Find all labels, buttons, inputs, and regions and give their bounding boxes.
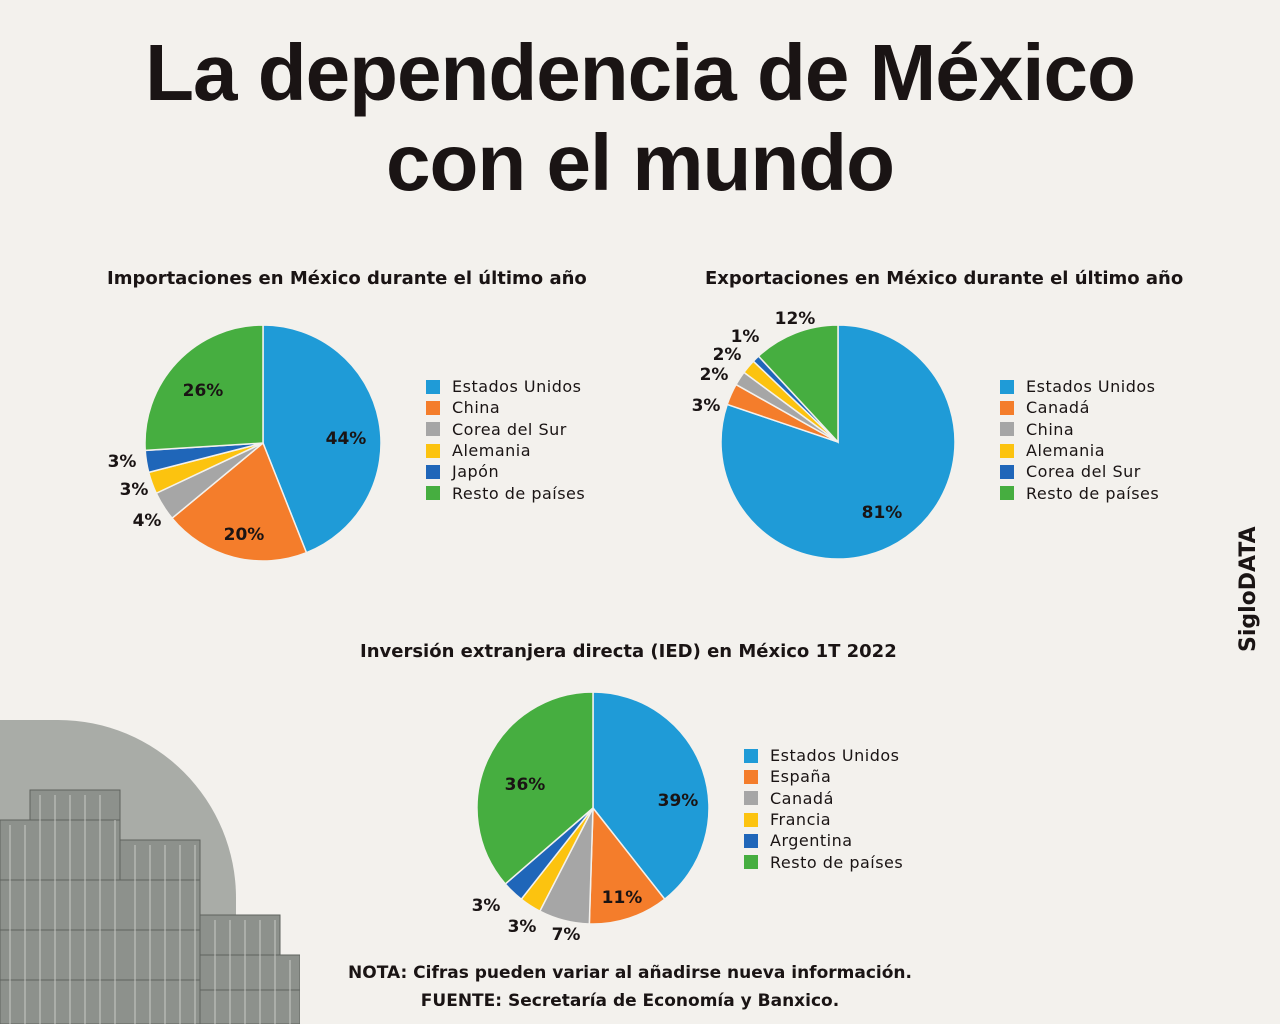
legend-swatch bbox=[744, 748, 758, 763]
chart-title-imports: Importaciones en México durante el últim… bbox=[107, 268, 587, 289]
legend-swatch bbox=[426, 422, 440, 437]
legend-item: Francia bbox=[744, 809, 903, 830]
legend-item: Corea del Sur bbox=[1000, 461, 1159, 482]
legend-item: España bbox=[744, 766, 903, 787]
source-text: FUENTE: Secretaría de Economía y Banxico… bbox=[420, 991, 840, 1011]
data-label: 4% bbox=[133, 511, 162, 531]
data-label: 3% bbox=[508, 917, 537, 937]
legend-item: China bbox=[426, 397, 585, 418]
brand-logo: SigloDATA bbox=[1236, 526, 1261, 652]
data-label: 3% bbox=[108, 452, 137, 472]
legend-swatch bbox=[744, 833, 758, 848]
legend-swatch bbox=[1000, 443, 1014, 458]
pie-slice-estados-unidos bbox=[262, 324, 382, 554]
legend-item: Resto de países bbox=[426, 482, 585, 503]
legend-label: Argentina bbox=[770, 831, 853, 851]
legend-exports: Estados Unidos Canadá China Alemania Corea d… bbox=[1000, 376, 1159, 504]
legend-label: Canadá bbox=[770, 788, 834, 808]
legend-item: Estados Unidos bbox=[744, 745, 903, 766]
data-label: 26% bbox=[183, 381, 224, 401]
legend-item: Japón bbox=[426, 461, 585, 482]
data-label: 7% bbox=[552, 925, 581, 945]
legend-label: Resto de países bbox=[770, 852, 904, 872]
legend-label: Corea del Sur bbox=[1026, 462, 1141, 482]
data-label: 44% bbox=[326, 429, 367, 449]
pie-slice-resto-de-países bbox=[476, 691, 594, 886]
legend-swatch bbox=[1000, 422, 1014, 437]
legend-label: Canadá bbox=[1026, 398, 1090, 418]
legend-label: Japón bbox=[452, 462, 500, 482]
legend-swatch bbox=[426, 443, 440, 458]
legend-swatch bbox=[744, 769, 758, 784]
legend-label: Corea del Sur bbox=[452, 419, 567, 439]
pie-slice-españa bbox=[588, 805, 666, 925]
data-label: 12% bbox=[775, 309, 816, 329]
legend-label: Resto de países bbox=[1026, 483, 1160, 503]
pie-slice-china bbox=[171, 441, 308, 562]
data-label: 1% bbox=[731, 327, 760, 347]
legend-item: Resto de países bbox=[1000, 482, 1159, 503]
shipping-containers-image bbox=[0, 789, 300, 1024]
legend-swatch bbox=[426, 379, 440, 394]
legend-item: Estados Unidos bbox=[426, 376, 585, 397]
data-label: 11% bbox=[602, 888, 643, 908]
legend-item: Alemania bbox=[1000, 440, 1159, 461]
legend-swatch bbox=[426, 486, 440, 501]
legend-swatch bbox=[744, 855, 758, 870]
legend-swatch bbox=[426, 464, 440, 479]
legend-label: China bbox=[452, 398, 501, 418]
legend-item: Canadá bbox=[744, 788, 903, 809]
legend-label: Francia bbox=[770, 810, 832, 830]
legend-label: España bbox=[770, 767, 832, 787]
legend-item: China bbox=[1000, 419, 1159, 440]
legend-label: Estados Unidos bbox=[1026, 377, 1156, 397]
legend-item: Corea del Sur bbox=[426, 419, 585, 440]
chart-title-fdi: Inversión extranjera directa (IED) en Mé… bbox=[360, 641, 897, 662]
legend-label: Alemania bbox=[1026, 441, 1106, 461]
pie-slice-estados-unidos bbox=[592, 691, 710, 901]
data-label: 2% bbox=[700, 365, 729, 385]
legend-swatch bbox=[1000, 379, 1014, 394]
data-label: 36% bbox=[505, 775, 546, 795]
data-label: 3% bbox=[692, 396, 721, 416]
legend-swatch bbox=[1000, 400, 1014, 415]
legend-label: Estados Unidos bbox=[452, 377, 582, 397]
legend-swatch bbox=[1000, 464, 1014, 479]
pie-slice-resto-de-países bbox=[144, 324, 264, 452]
legend-fdi: Estados Unidos España Canadá Francia Argenti… bbox=[744, 745, 903, 873]
data-label: 39% bbox=[658, 791, 699, 811]
page-title-line2: con el mundo bbox=[386, 118, 895, 207]
chart-title-exports: Exportaciones en México durante el últim… bbox=[705, 268, 1184, 289]
data-label: 2% bbox=[713, 345, 742, 365]
legend-swatch bbox=[426, 400, 440, 415]
note-text: NOTA: Cifras pueden variar al añadirse n… bbox=[348, 963, 912, 983]
legend-label: Alemania bbox=[452, 441, 532, 461]
legend-label: China bbox=[1026, 419, 1075, 439]
legend-imports: Estados Unidos China Corea del Sur Alemania… bbox=[426, 376, 585, 504]
legend-label: Estados Unidos bbox=[770, 746, 900, 766]
data-label: 81% bbox=[862, 503, 903, 523]
legend-item: Alemania bbox=[426, 440, 585, 461]
legend-label: Resto de países bbox=[452, 483, 586, 503]
data-label: 3% bbox=[120, 480, 149, 500]
legend-item: Argentina bbox=[744, 830, 903, 851]
data-label: 3% bbox=[472, 896, 501, 916]
data-label: 20% bbox=[224, 525, 265, 545]
pie-slice-resto-de-países bbox=[757, 324, 839, 444]
legend-swatch bbox=[744, 812, 758, 827]
legend-item: Estados Unidos bbox=[1000, 376, 1159, 397]
page-title-line1: La dependencia de México bbox=[145, 28, 1136, 117]
legend-swatch bbox=[1000, 486, 1014, 501]
legend-item: Resto de países bbox=[744, 851, 903, 872]
legend-item: Canadá bbox=[1000, 397, 1159, 418]
legend-swatch bbox=[744, 791, 758, 806]
